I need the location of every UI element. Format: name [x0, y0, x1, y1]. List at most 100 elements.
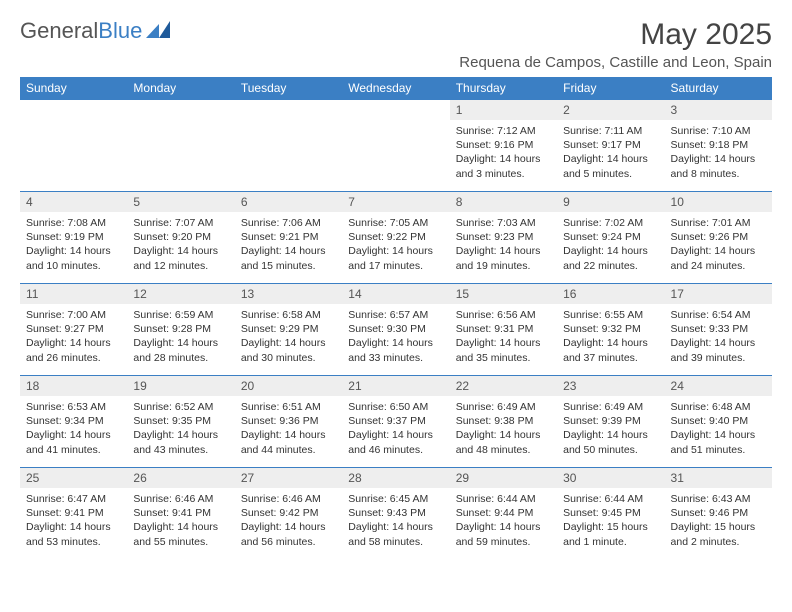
- calendar-cell: 31Sunrise: 6:43 AMSunset: 9:46 PMDayligh…: [665, 468, 772, 560]
- sunset-text: Sunset: 9:45 PM: [563, 506, 658, 520]
- calendar-cell: 8Sunrise: 7:03 AMSunset: 9:23 PMDaylight…: [450, 192, 557, 284]
- sunset-text: Sunset: 9:35 PM: [133, 414, 228, 428]
- sunset-text: Sunset: 9:41 PM: [133, 506, 228, 520]
- sunrise-text: Sunrise: 6:47 AM: [26, 492, 121, 506]
- day-content: Sunrise: 7:01 AMSunset: 9:26 PMDaylight:…: [665, 212, 772, 279]
- day-number: 12: [127, 284, 234, 304]
- daylight-text: Daylight: 14 hours and 51 minutes.: [671, 428, 766, 456]
- sunset-text: Sunset: 9:30 PM: [348, 322, 443, 336]
- day-content: Sunrise: 7:12 AMSunset: 9:16 PMDaylight:…: [450, 120, 557, 187]
- calendar-cell: 22Sunrise: 6:49 AMSunset: 9:38 PMDayligh…: [450, 376, 557, 468]
- day-content: Sunrise: 6:55 AMSunset: 9:32 PMDaylight:…: [557, 304, 664, 371]
- day-number: 19: [127, 376, 234, 396]
- day-content: Sunrise: 6:44 AMSunset: 9:45 PMDaylight:…: [557, 488, 664, 555]
- daylight-text: Daylight: 14 hours and 59 minutes.: [456, 520, 551, 548]
- sunset-text: Sunset: 9:46 PM: [671, 506, 766, 520]
- calendar-cell: 10Sunrise: 7:01 AMSunset: 9:26 PMDayligh…: [665, 192, 772, 284]
- location-subtitle: Requena de Campos, Castille and Leon, Sp…: [459, 54, 772, 71]
- day-number: 30: [557, 468, 664, 488]
- sunset-text: Sunset: 9:24 PM: [563, 230, 658, 244]
- day-content: Sunrise: 6:44 AMSunset: 9:44 PMDaylight:…: [450, 488, 557, 555]
- daylight-text: Daylight: 14 hours and 46 minutes.: [348, 428, 443, 456]
- sunrise-text: Sunrise: 6:52 AM: [133, 400, 228, 414]
- daylight-text: Daylight: 14 hours and 35 minutes.: [456, 336, 551, 364]
- daylight-text: Daylight: 14 hours and 26 minutes.: [26, 336, 121, 364]
- sunset-text: Sunset: 9:33 PM: [671, 322, 766, 336]
- day-number: 3: [665, 100, 772, 120]
- sunrise-text: Sunrise: 6:59 AM: [133, 308, 228, 322]
- day-content: Sunrise: 6:49 AMSunset: 9:38 PMDaylight:…: [450, 396, 557, 463]
- sunrise-text: Sunrise: 7:10 AM: [671, 124, 766, 138]
- sunrise-text: Sunrise: 7:07 AM: [133, 216, 228, 230]
- sunset-text: Sunset: 9:43 PM: [348, 506, 443, 520]
- sunset-text: Sunset: 9:17 PM: [563, 138, 658, 152]
- day-content: Sunrise: 6:56 AMSunset: 9:31 PMDaylight:…: [450, 304, 557, 371]
- day-number: 29: [450, 468, 557, 488]
- calendar-cell: 5Sunrise: 7:07 AMSunset: 9:20 PMDaylight…: [127, 192, 234, 284]
- day-number: 31: [665, 468, 772, 488]
- day-number: 18: [20, 376, 127, 396]
- day-header: Sunday: [20, 77, 127, 100]
- day-number: 22: [450, 376, 557, 396]
- day-content: Sunrise: 7:05 AMSunset: 9:22 PMDaylight:…: [342, 212, 449, 279]
- daylight-text: Daylight: 14 hours and 56 minutes.: [241, 520, 336, 548]
- day-number: 28: [342, 468, 449, 488]
- brand-part1: General: [20, 18, 98, 44]
- sunrise-text: Sunrise: 6:49 AM: [456, 400, 551, 414]
- sunrise-text: Sunrise: 7:03 AM: [456, 216, 551, 230]
- daylight-text: Daylight: 14 hours and 10 minutes.: [26, 244, 121, 272]
- calendar-cell: 11Sunrise: 7:00 AMSunset: 9:27 PMDayligh…: [20, 284, 127, 376]
- sunrise-text: Sunrise: 6:57 AM: [348, 308, 443, 322]
- day-number: 17: [665, 284, 772, 304]
- day-number: 5: [127, 192, 234, 212]
- daylight-text: Daylight: 14 hours and 5 minutes.: [563, 152, 658, 180]
- day-content: Sunrise: 7:11 AMSunset: 9:17 PMDaylight:…: [557, 120, 664, 187]
- day-content: Sunrise: 6:58 AMSunset: 9:29 PMDaylight:…: [235, 304, 342, 371]
- day-header: Monday: [127, 77, 234, 100]
- brand-logo: GeneralBlue: [20, 18, 172, 44]
- day-number: 15: [450, 284, 557, 304]
- daylight-text: Daylight: 14 hours and 55 minutes.: [133, 520, 228, 548]
- calendar-cell: 18Sunrise: 6:53 AMSunset: 9:34 PMDayligh…: [20, 376, 127, 468]
- daylight-text: Daylight: 14 hours and 39 minutes.: [671, 336, 766, 364]
- sunrise-text: Sunrise: 6:51 AM: [241, 400, 336, 414]
- title-block: May 2025 Requena de Campos, Castille and…: [459, 18, 772, 71]
- day-number: 4: [20, 192, 127, 212]
- sunrise-text: Sunrise: 6:55 AM: [563, 308, 658, 322]
- calendar-cell: 29Sunrise: 6:44 AMSunset: 9:44 PMDayligh…: [450, 468, 557, 560]
- day-header: Tuesday: [235, 77, 342, 100]
- sunset-text: Sunset: 9:16 PM: [456, 138, 551, 152]
- day-header: Saturday: [665, 77, 772, 100]
- calendar-cell: [342, 100, 449, 192]
- day-number: 27: [235, 468, 342, 488]
- calendar-cell: 27Sunrise: 6:46 AMSunset: 9:42 PMDayligh…: [235, 468, 342, 560]
- daylight-text: Daylight: 15 hours and 2 minutes.: [671, 520, 766, 548]
- daylight-text: Daylight: 14 hours and 48 minutes.: [456, 428, 551, 456]
- calendar-cell: 16Sunrise: 6:55 AMSunset: 9:32 PMDayligh…: [557, 284, 664, 376]
- sunset-text: Sunset: 9:23 PM: [456, 230, 551, 244]
- sunrise-text: Sunrise: 7:02 AM: [563, 216, 658, 230]
- day-content: Sunrise: 7:02 AMSunset: 9:24 PMDaylight:…: [557, 212, 664, 279]
- calendar-table: Sunday Monday Tuesday Wednesday Thursday…: [20, 77, 772, 560]
- day-content: Sunrise: 6:46 AMSunset: 9:42 PMDaylight:…: [235, 488, 342, 555]
- sunrise-text: Sunrise: 7:11 AM: [563, 124, 658, 138]
- day-content: Sunrise: 6:43 AMSunset: 9:46 PMDaylight:…: [665, 488, 772, 555]
- calendar-row: 11Sunrise: 7:00 AMSunset: 9:27 PMDayligh…: [20, 284, 772, 376]
- sunrise-text: Sunrise: 6:49 AM: [563, 400, 658, 414]
- calendar-cell: 19Sunrise: 6:52 AMSunset: 9:35 PMDayligh…: [127, 376, 234, 468]
- calendar-cell: 9Sunrise: 7:02 AMSunset: 9:24 PMDaylight…: [557, 192, 664, 284]
- day-number: 14: [342, 284, 449, 304]
- day-header: Friday: [557, 77, 664, 100]
- sunset-text: Sunset: 9:26 PM: [671, 230, 766, 244]
- sunrise-text: Sunrise: 7:05 AM: [348, 216, 443, 230]
- sunrise-text: Sunrise: 6:43 AM: [671, 492, 766, 506]
- sunrise-text: Sunrise: 6:44 AM: [456, 492, 551, 506]
- sunrise-text: Sunrise: 7:01 AM: [671, 216, 766, 230]
- sunrise-text: Sunrise: 6:48 AM: [671, 400, 766, 414]
- calendar-cell: 17Sunrise: 6:54 AMSunset: 9:33 PMDayligh…: [665, 284, 772, 376]
- triangle-icon: [146, 18, 172, 44]
- daylight-text: Daylight: 14 hours and 3 minutes.: [456, 152, 551, 180]
- day-content: Sunrise: 6:45 AMSunset: 9:43 PMDaylight:…: [342, 488, 449, 555]
- calendar-row: 18Sunrise: 6:53 AMSunset: 9:34 PMDayligh…: [20, 376, 772, 468]
- sunrise-text: Sunrise: 6:50 AM: [348, 400, 443, 414]
